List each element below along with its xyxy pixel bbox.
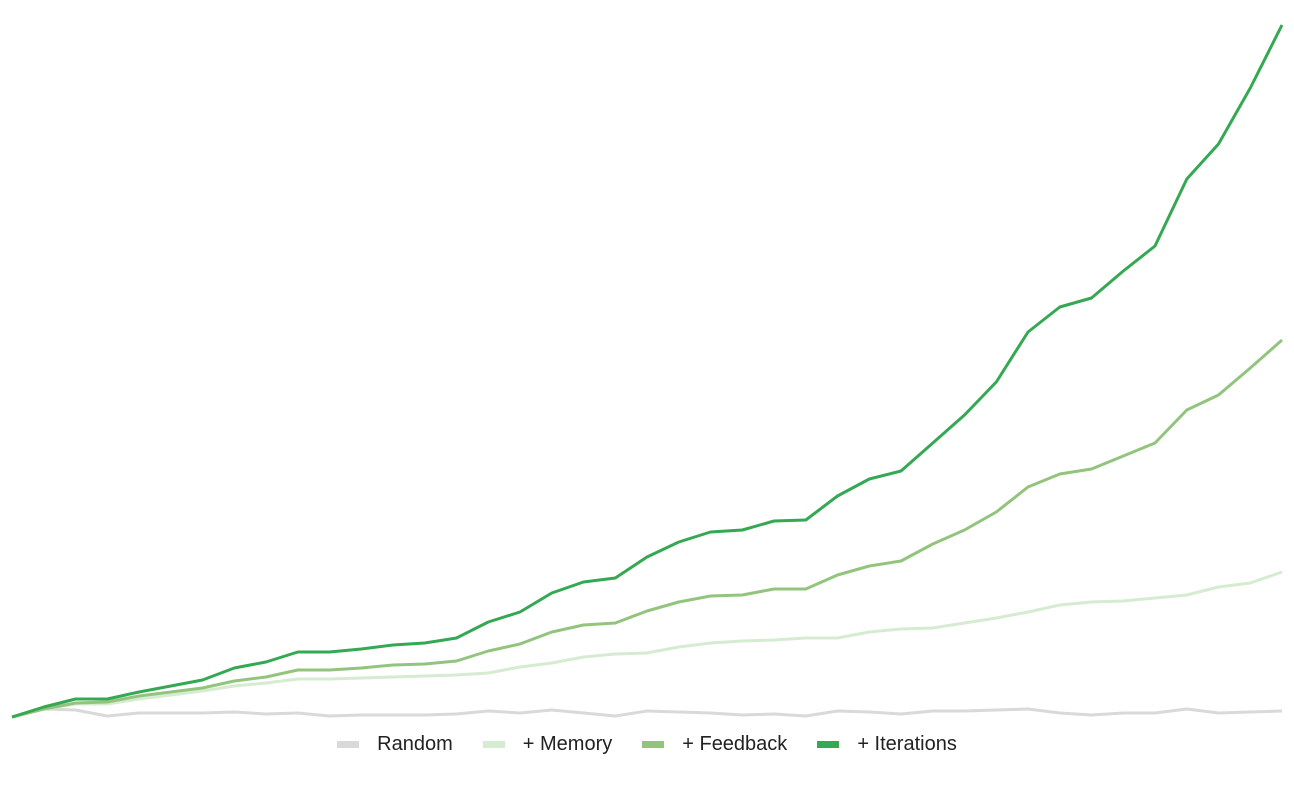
legend-swatch: [817, 741, 840, 748]
series-line: [11, 707, 1283, 719]
chart: [11, 24, 1284, 719]
legend-item: Random: [337, 733, 453, 756]
legend-swatch: [337, 741, 360, 748]
legend-label: Random: [377, 733, 453, 755]
legend: Random + Memory + Feedback + Iterations: [0, 733, 1294, 756]
series-line: [11, 338, 1283, 719]
legend-item: + Memory: [482, 733, 613, 756]
legend-swatch: [642, 741, 665, 748]
legend-swatch: [482, 741, 505, 748]
legend-item: + Feedback: [642, 733, 787, 756]
legend-label: + Memory: [522, 733, 613, 755]
legend-label: + Feedback: [682, 733, 788, 755]
legend-label: + Iterations: [857, 733, 957, 755]
series-line: [11, 24, 1284, 719]
legend-item: + Iterations: [817, 733, 957, 756]
series-line: [11, 570, 1283, 719]
